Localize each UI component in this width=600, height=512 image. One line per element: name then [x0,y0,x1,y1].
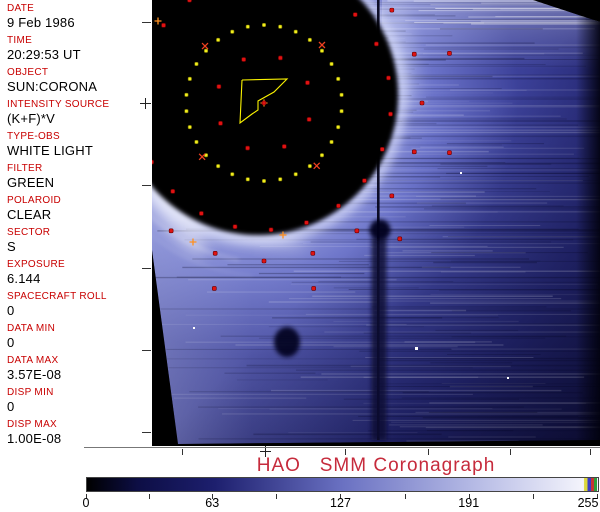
colorbar-tick [468,494,470,499]
colorbar-tick [86,494,87,499]
colorbar-tick [149,494,151,499]
field-object: OBJECT SUN:CORONA [7,67,150,99]
coronagraph-image [152,0,600,446]
field-type-obs: TYPE-OBS WHITE LIGHT [7,131,150,163]
field-disp-min: DISP MIN 0 [7,387,150,419]
axis-tick [428,449,429,455]
corona-faint-arc [152,180,254,277]
field-value: 1.00E-08 [7,431,62,446]
colorbar [86,477,599,492]
field-value: 20:29:53 UT [7,47,81,62]
corner-patch [152,0,162,28]
field-data-min: DATA MIN 0 [7,323,150,355]
field-sector: SECTOR S [7,227,150,259]
colorbar-tick-label: 63 [205,496,220,510]
field-label: DATE [7,3,35,14]
field-value: 0 [7,303,15,318]
field-value: 0 [7,335,15,350]
axis-tick [510,449,511,455]
field-date: DATE 9 Feb 1986 [7,3,150,35]
field-value: GREEN [7,175,55,190]
field-label: TYPE-OBS [7,131,60,142]
prominence-contour [239,78,289,125]
pylon-knob [369,219,391,241]
field-label: POLAROID [7,195,62,206]
axis-tick [142,268,151,269]
colorbar-tick-label: 255 [577,496,599,510]
colorbar-tick [404,494,406,499]
field-label: DATA MAX [7,355,59,366]
red-marker-dots [152,0,452,291]
field-label: OBJECT [7,67,49,78]
field-filter: FILTER GREEN [7,163,150,195]
field-data-max: DATA MAX 3.57E-08 [7,355,150,387]
colorbar-tick-label: 127 [330,496,351,510]
bottom-axis-line [84,447,600,448]
axis-tick [345,449,346,455]
field-value: S [7,239,16,254]
corona-bright-arc [387,0,417,110]
field-label: TIME [7,35,33,46]
colorbar-tick [597,494,598,499]
metadata-panel: DATE 9 Feb 1986 TIME 20:29:53 UT OBJECT SUN:C… [0,0,150,460]
field-label: SECTOR [7,227,51,238]
occulting-disk [152,0,398,235]
plot-title: HAO SMM Coronagraph [256,455,496,476]
axis-tick [142,432,151,433]
field-polaroid: POLAROID CLEAR [7,195,150,227]
field-label: SPACECRAFT ROLL [7,291,107,302]
right-edge-shadow [576,0,600,444]
field-value: 9 Feb 1986 [7,15,75,30]
colorbar-tick [340,494,342,499]
axis-tick [142,185,151,186]
star-specks [193,172,509,379]
colorbar-tick-label: 0 [82,496,90,510]
field-value: WHITE LIGHT [7,143,93,158]
field-label: INTENSITY SOURCE [7,99,110,110]
field-value: 3.57E-08 [7,367,62,382]
colorbar-tick [276,494,278,499]
field-value: 6.144 [7,271,41,286]
axis-tick [140,98,151,109]
axis-tick [142,350,151,351]
field-label: DISP MIN [7,387,54,398]
field-intensity-source: INTENSITY SOURCE (K+F)*V [7,99,150,131]
axis-tick [142,22,151,23]
axis-tick [260,446,271,457]
colorbar-tick-label: 191 [458,496,480,510]
axis-tick [182,449,183,455]
field-value: 0 [7,399,15,414]
field-label: EXPOSURE [7,259,65,270]
field-label: DISP MAX [7,419,58,430]
axis-tick [590,449,591,455]
field-disp-max: DISP MAX 1.00E-08 [7,419,150,451]
field-spacecraft-roll: SPACECRAFT ROLL 0 [7,291,150,323]
field-label: FILTER [7,163,43,174]
colorbar-tick [212,494,214,499]
field-exposure: EXPOSURE 6.144 [7,259,150,291]
field-value: CLEAR [7,207,52,222]
colorbar-tick [532,494,534,499]
field-value: (K+F)*V [7,111,55,126]
cross-markers [154,17,326,246]
field-time: TIME 20:29:53 UT [7,35,150,67]
dark-spot [274,327,300,357]
field-value: SUN:CORONA [7,79,98,94]
pylon-band [371,238,387,440]
field-label: DATA MIN [7,323,56,334]
